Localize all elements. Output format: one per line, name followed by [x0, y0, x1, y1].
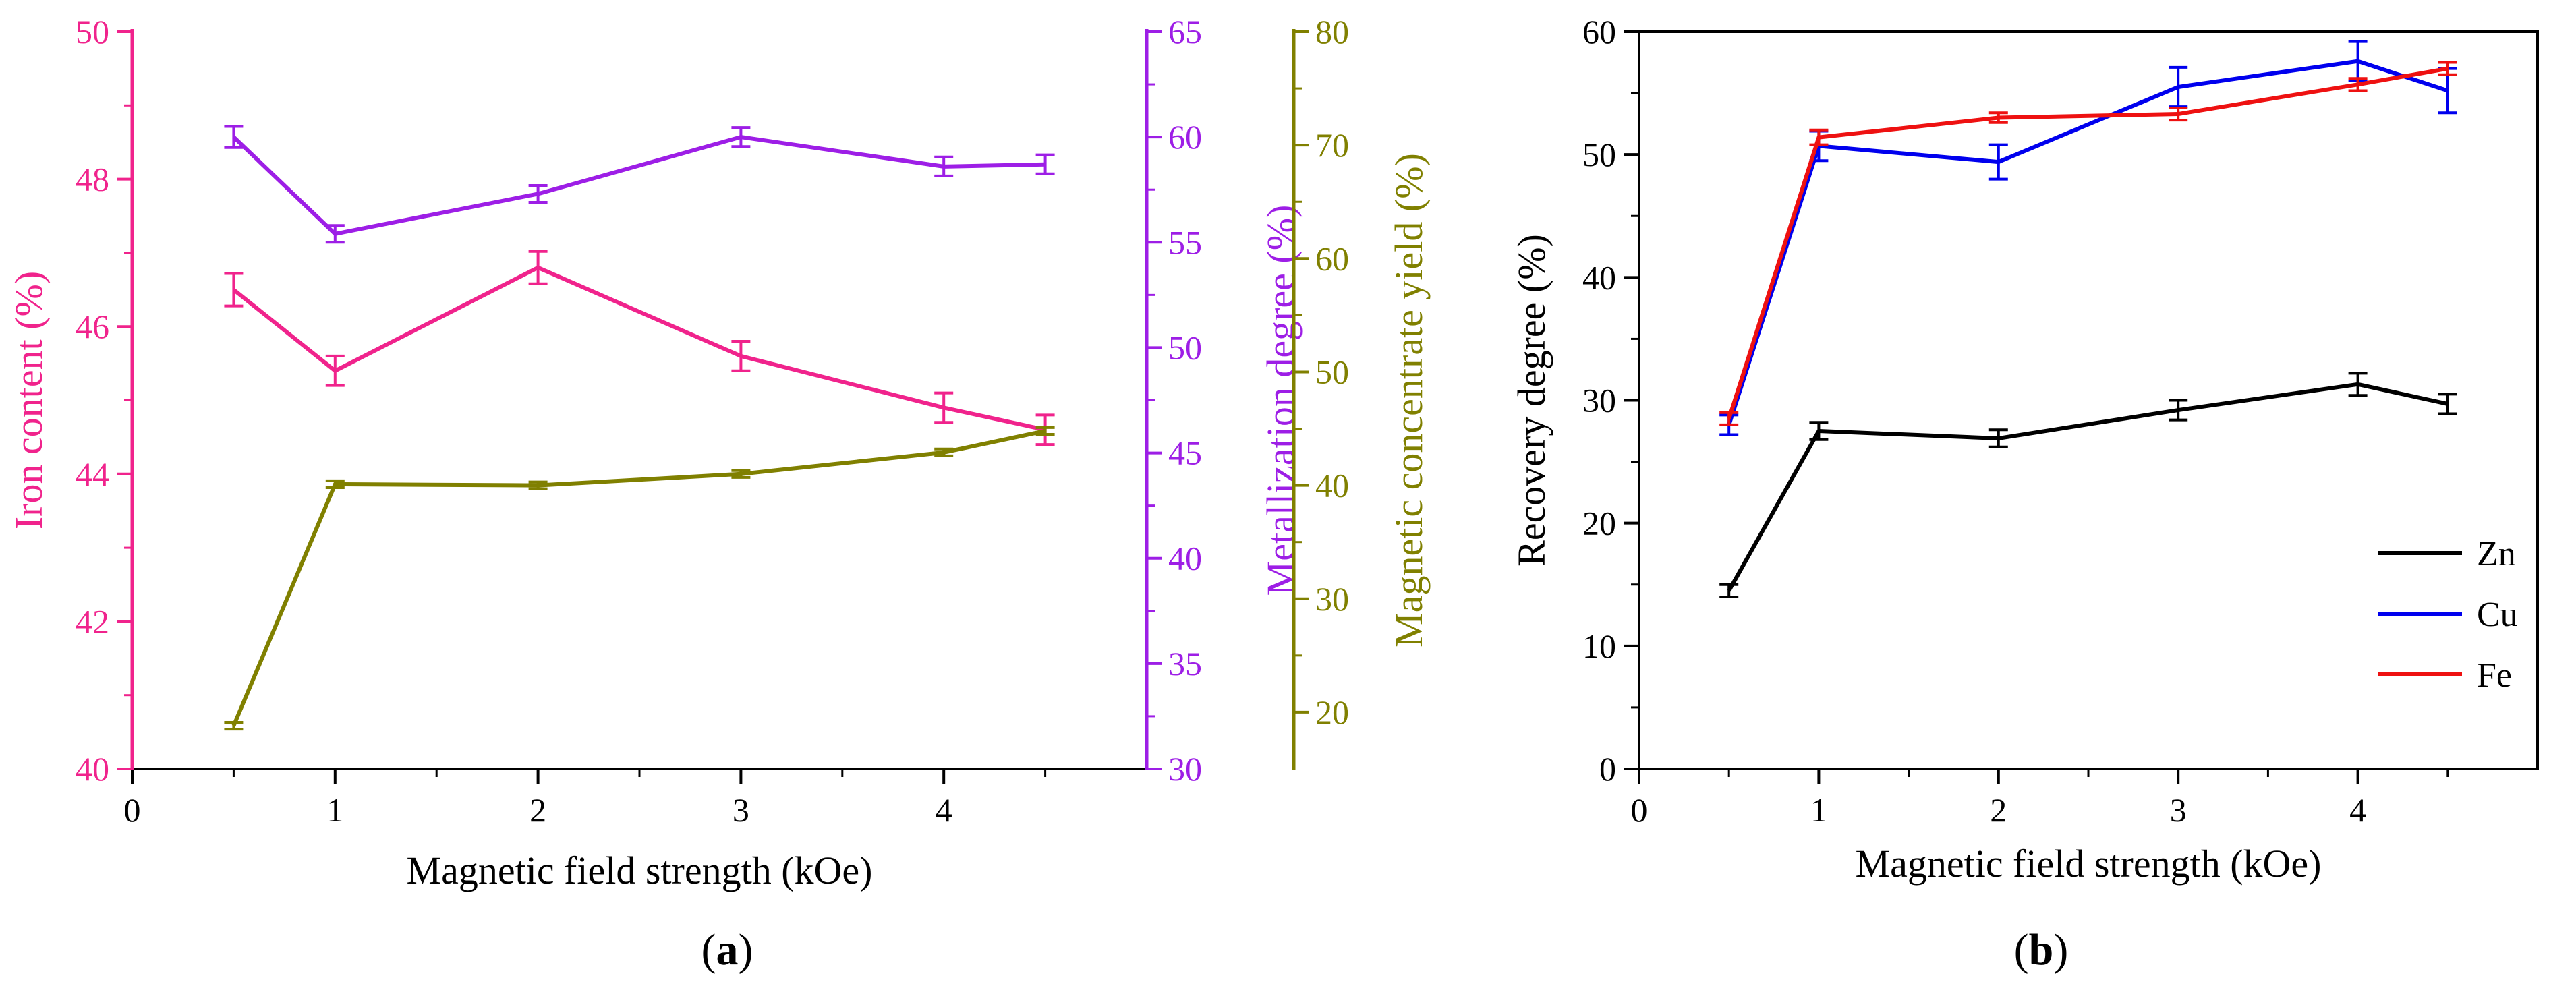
y-tick-label-iron: 40	[76, 750, 109, 788]
y-tick-label-metallization: 50	[1168, 328, 1202, 366]
y-tick-label-metallization: 60	[1168, 118, 1202, 156]
y-tick-label-yield: 20	[1315, 693, 1349, 731]
y-tick-label-b: 40	[1582, 258, 1616, 296]
series-line-metallization	[232, 135, 1046, 236]
y-tick-label-b: 60	[1582, 13, 1616, 51]
x-tick-label-a: 4	[936, 791, 952, 829]
y-tick-label-b: 10	[1582, 627, 1616, 665]
x-tick-label-a: 3	[733, 791, 749, 829]
x-axis-title-a: Magnetic field strength (kOe)	[407, 848, 873, 892]
plot-frame-b	[1638, 30, 2539, 770]
panel-label-close: )	[2053, 925, 2068, 975]
y-tick-label-iron: 42	[76, 602, 109, 640]
y-axis-title-b: Recovery degree (%)	[1510, 234, 1553, 567]
chart-a: 0 1 2 3 4 Magnetic field strength (kOe) 40 42 44…	[7, 13, 1431, 975]
series-line-iron	[232, 265, 1046, 432]
x-tick-label-b: 3	[2170, 791, 2187, 829]
legend-label-cu: Cu	[2477, 596, 2518, 634]
x-tick-label-b: 0	[1631, 791, 1648, 829]
y-tick-label-iron: 44	[76, 455, 109, 493]
y-tick-label-b: 50	[1582, 136, 1616, 173]
x-tick-label-b: 2	[1990, 791, 2007, 829]
y-tick-label-iron: 48	[76, 161, 109, 198]
x-tick-label-b: 1	[1810, 791, 1827, 829]
legend-b: Zn Cu Fe	[2378, 535, 2518, 695]
y-tick-label-yield: 30	[1315, 580, 1349, 618]
y-axis-title-yield: Magnetic concentrate yield (%)	[1387, 153, 1431, 647]
y-tick-label-b: 0	[1599, 750, 1616, 788]
panel-label-letter: a	[716, 925, 739, 975]
y-axis-title-metallization: Metallization degree (%)	[1259, 205, 1303, 596]
series-line-fe	[1727, 66, 2449, 419]
y-tick-label-metallization: 40	[1168, 540, 1202, 577]
y-tick-label-iron: 46	[76, 308, 109, 345]
y-tick-label-yield: 50	[1315, 353, 1349, 390]
y-tick-label-metallization: 35	[1168, 645, 1202, 683]
x-axis-title-b: Magnetic field strength (kOe)	[1856, 842, 2322, 886]
y-tick-label-b: 30	[1582, 382, 1616, 419]
y-tick-label-yield: 40	[1315, 467, 1349, 504]
chart-b: 0 1 2 3 4 Magnetic field strength (kOe) 0 10 20 3…	[1510, 13, 2539, 975]
legend-label-fe: Fe	[2477, 656, 2512, 695]
panel-label-letter: b	[2029, 925, 2054, 975]
panel-label-close: )	[739, 925, 753, 975]
series-line-cu	[1727, 59, 2449, 426]
x-tick-label-b: 4	[2349, 791, 2366, 829]
x-tick-label-a: 0	[124, 791, 141, 829]
y-tick-label-metallization: 45	[1168, 434, 1202, 472]
x-tick-label-a: 2	[529, 791, 546, 829]
legend-label-zn: Zn	[2477, 535, 2516, 573]
y-tick-label-yield: 80	[1315, 13, 1349, 51]
panel-label-b: (b)	[2014, 925, 2069, 975]
y-tick-label-b: 20	[1582, 504, 1616, 542]
panel-label-a: (a)	[702, 925, 753, 975]
y-tick-label-yield: 60	[1315, 239, 1349, 277]
y-tick-label-yield: 70	[1315, 126, 1349, 164]
series-line-yield	[231, 428, 1046, 727]
series-line-zn	[1727, 382, 2449, 592]
x-tick-label-a: 1	[326, 791, 343, 829]
y-tick-label-iron: 50	[76, 13, 109, 51]
panel-label-open: (	[2014, 925, 2029, 975]
y-tick-label-metallization: 65	[1168, 13, 1202, 51]
y-tick-label-metallization: 55	[1168, 223, 1202, 261]
y-tick-label-metallization: 30	[1168, 750, 1202, 788]
y-axis-title-iron: Iron content (%)	[7, 271, 51, 529]
panel-label-open: (	[702, 925, 716, 975]
